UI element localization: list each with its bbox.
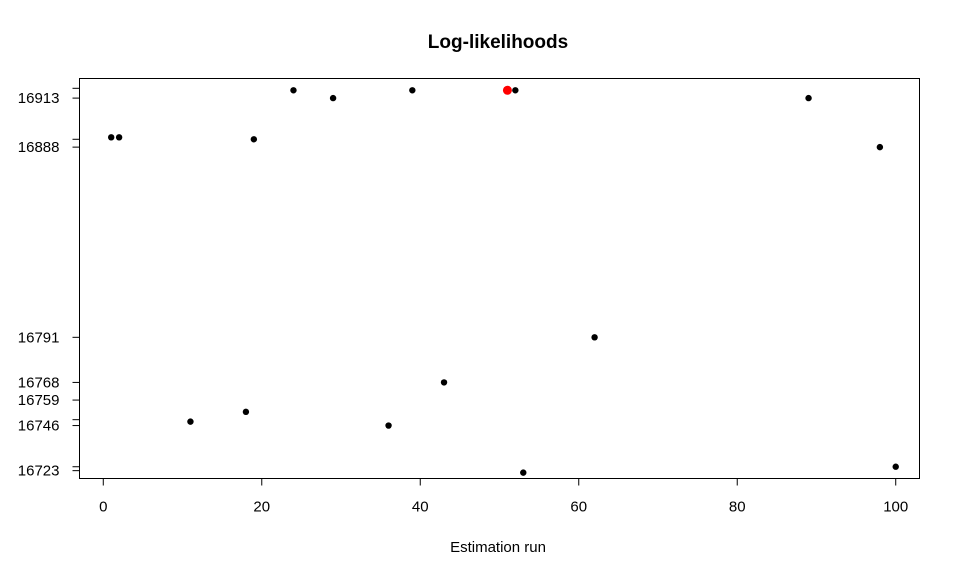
y-tick-label: 16746 xyxy=(18,418,60,435)
y-tick-label: 16888 xyxy=(18,139,60,156)
data-point xyxy=(290,87,297,94)
data-point xyxy=(329,94,337,102)
data-point xyxy=(876,143,884,151)
y-tick-label: 16759 xyxy=(18,392,60,409)
y-tick-label: 16913 xyxy=(18,90,60,107)
x-axis: 0 20 40 60 80 100 xyxy=(99,478,908,516)
data-point xyxy=(242,408,250,416)
data-point xyxy=(805,94,812,102)
x-tick-label: 60 xyxy=(570,499,587,516)
best-run-point xyxy=(502,85,512,95)
data-point xyxy=(512,87,519,94)
data-point xyxy=(892,463,899,470)
data-point xyxy=(107,134,115,141)
x-tick-label: 100 xyxy=(883,499,908,516)
data-point xyxy=(187,418,194,425)
y-tick-label: 16723 xyxy=(18,463,60,480)
data-point xyxy=(520,469,527,476)
x-axis-label: Estimation run xyxy=(450,539,546,556)
x-tick-label: 0 xyxy=(99,499,107,516)
y-tick-label: 16768 xyxy=(18,374,60,391)
data-point xyxy=(409,87,416,94)
data-point xyxy=(440,379,448,386)
data-point xyxy=(115,134,123,141)
data-point xyxy=(385,422,392,429)
chart-title: Log-likelihoods xyxy=(428,32,568,53)
plot-frame xyxy=(79,78,920,479)
data-point xyxy=(250,136,258,143)
data-points xyxy=(107,85,899,476)
x-tick-label: 80 xyxy=(729,499,746,516)
data-point xyxy=(591,334,598,341)
y-tick-label: 16791 xyxy=(18,329,60,346)
x-tick-label: 40 xyxy=(412,499,429,516)
x-tick-label: 20 xyxy=(253,499,270,516)
